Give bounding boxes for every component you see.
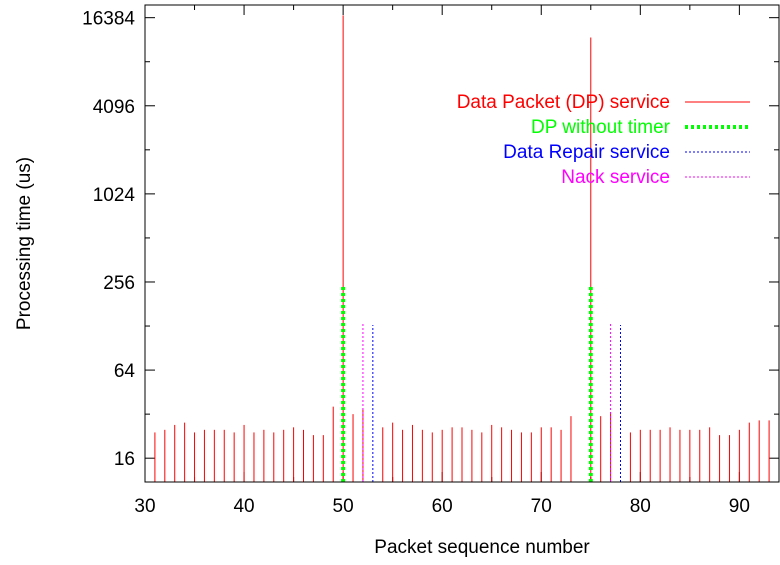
y-tick-label: 256 [103,273,135,294]
x-tick-label: 80 [630,496,651,517]
y-tick-labels: 16 64 256 1024 4096 16384 [82,9,135,471]
legend: Data Packet (DP) service DP without timer… [457,92,750,188]
plot-frame [144,4,780,483]
y-tick-label: 1024 [93,185,136,206]
legend-label: DP without timer [531,117,671,138]
x-tick-label: 90 [729,496,750,517]
legend-label: Data Repair service [503,142,670,163]
y-axis-label: Processing time (us) [14,157,35,330]
x-tick-label: 60 [432,496,453,517]
y-tick-label: 16 [114,449,135,470]
x-tick-label: 50 [333,496,354,517]
y-tick-label: 4096 [93,97,135,118]
y-tick-label: 64 [114,361,136,382]
x-tick-labels: 30 40 50 60 70 80 90 [134,496,750,517]
y-tick-label: 16384 [82,9,135,30]
x-tick-label: 70 [531,496,552,517]
plot-area [144,15,780,482]
legend-label: Nack service [561,167,670,188]
legend-label: Data Packet (DP) service [457,92,670,113]
x-tick-label: 40 [233,496,254,517]
x-tick-label: 30 [134,496,155,517]
tick-marks [144,5,779,482]
x-axis-label: Packet sequence number [374,537,590,558]
